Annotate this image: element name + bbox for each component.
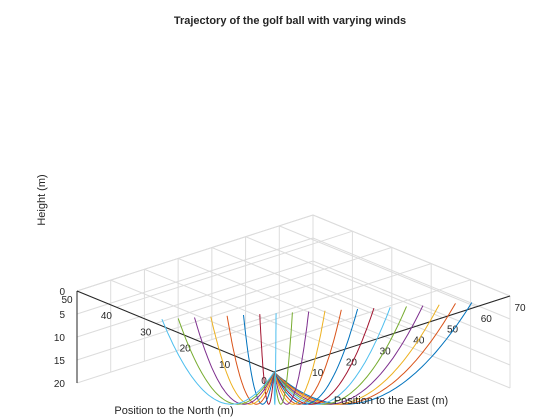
trajectory-line — [273, 307, 375, 405]
x-tick-label: 60 — [481, 314, 493, 325]
trajectory-line — [273, 303, 456, 405]
trajectory-line — [273, 312, 293, 405]
trajectory-line — [259, 314, 275, 405]
y-tick-label: 30 — [140, 327, 152, 338]
wall-gridline — [76, 214, 314, 292]
trajectory-line — [226, 315, 275, 405]
trajectory-line — [161, 319, 275, 405]
wall-gridline — [76, 260, 314, 338]
z-tick-label: 0 — [59, 287, 65, 298]
trajectory-line — [210, 316, 275, 405]
trajectory-line — [273, 313, 277, 406]
x-axis-label: Position to the East (m) — [334, 395, 448, 407]
wall-gridline — [312, 214, 511, 297]
floor-gridline — [245, 236, 443, 319]
trajectory-line — [194, 317, 275, 405]
y-tick-label: 40 — [101, 311, 113, 322]
trajectory-line — [273, 302, 473, 405]
x-tick-label: 10 — [312, 368, 324, 379]
trajectory-line — [273, 305, 424, 405]
trajectory-line — [273, 304, 440, 405]
wall-gridline — [312, 237, 511, 320]
grid — [76, 214, 511, 389]
z-tick-label: 15 — [54, 356, 66, 367]
wall-gridline — [76, 237, 314, 315]
floor-gridline — [279, 225, 477, 308]
wall-gridline — [312, 306, 511, 389]
y-tick-label: 50 — [61, 295, 73, 306]
wall-gridline — [76, 283, 314, 361]
wall-gridline — [76, 306, 314, 384]
x-tick-label: 40 — [413, 336, 425, 347]
trajectory-line — [273, 308, 359, 405]
y-tick-label: 10 — [219, 360, 231, 371]
floor-gridline — [177, 257, 376, 340]
x-tick-label: 30 — [380, 346, 392, 357]
x-tick-label: 70 — [514, 303, 526, 314]
trajectory-line — [273, 311, 310, 405]
trajectory-line — [273, 309, 342, 405]
x-axis-line — [273, 295, 511, 373]
wall-gridline — [312, 283, 511, 366]
trajectory-line — [273, 310, 326, 405]
z-tick-label: 5 — [59, 310, 65, 321]
y-tick-label: 20 — [180, 344, 192, 355]
series-lines — [161, 302, 473, 406]
floor-gridline — [110, 279, 308, 362]
wall-gridline — [312, 260, 511, 343]
z-axis-label: Height (m) — [36, 174, 48, 225]
z-tick-label: 10 — [54, 333, 66, 344]
y-axis-line — [76, 290, 275, 373]
trajectory-line — [177, 318, 275, 405]
z-tick-label: 20 — [54, 379, 66, 390]
chart-title: Trajectory of the golf ball with varying… — [174, 15, 406, 27]
floor-gridline — [211, 247, 410, 330]
floor-gridline — [116, 230, 353, 308]
y-axis-label: Position to the North (m) — [114, 405, 233, 417]
floor-gridline — [144, 268, 342, 351]
trajectory-line — [273, 306, 407, 405]
